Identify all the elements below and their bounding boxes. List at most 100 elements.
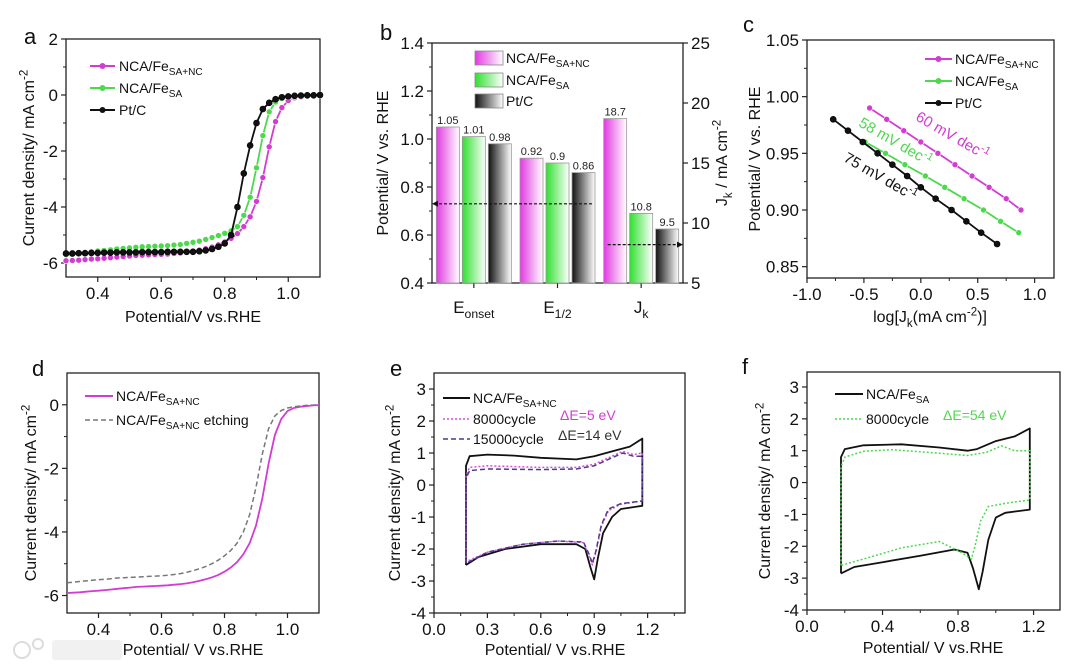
data-point [980,206,987,214]
data-point [259,105,267,113]
label-segment: SA+NC [166,397,200,408]
y-tick-label: -6 [43,254,58,273]
y2-tick-label: 25 [691,34,710,53]
data-point [1015,229,1023,236]
data-point [151,242,159,250]
series-line [66,404,320,594]
annotation: ΔE=5 eV [560,407,616,423]
data-point [259,174,267,181]
data-point [151,248,159,256]
data-point [69,257,76,264]
bar-value-label: 9.5 [660,217,675,229]
data-point [997,218,1004,225]
data-point [316,91,324,99]
label-segment: 1/2 [555,307,572,321]
data-point [183,248,190,256]
bar [519,157,544,284]
label-segment: 75 mV dec [841,149,912,200]
label-segment: ΔE=5 eV [560,407,616,423]
legend-label: 8000cycle [473,411,536,427]
x-tick-label: 0.0 [909,285,933,304]
label-segment: / mA cm [714,130,731,192]
label-segment: Potential/ V vs. RHE [375,91,392,236]
label-segment: ΔE=14 eV [558,427,622,443]
data-point [829,116,837,123]
label-segment: 8000cycle [473,411,536,427]
plot-frame [806,39,1055,279]
x-tick-label: 0.4 [86,284,110,303]
data-point [844,127,852,134]
data-point [265,143,273,151]
data-point [883,116,890,123]
label-segment: SA+NC [556,59,590,70]
data-point [100,249,108,256]
data-point [291,92,298,100]
x-tick-label: 0.9 [582,620,606,639]
data-point [234,203,241,211]
legend-label: NCA/FeSA+NC [506,50,590,70]
label-segment: SA [169,89,183,100]
data-point [94,255,102,263]
panel-b: b 0.4 0.6 0.8 1.0 1.2 1.4 Potential/ V vs. RHE N… [375,20,735,321]
bar-value-label: 0.86 [573,161,594,173]
x-tick-label: 0.8 [213,620,237,639]
label-segment: NCA/Fe [119,58,169,74]
legend-label: Pt/C [506,93,533,109]
y-tick-label: 1.05 [766,31,799,50]
y-tick-label: -4 [411,604,426,623]
bar [545,162,570,284]
panel-letter: d [32,356,44,381]
data-point [977,229,985,236]
y-tick-label: -2 [43,142,58,161]
label-segment: E [453,298,464,317]
bar-value-label: 0.98 [489,132,510,144]
x-tick-label: 1.0 [1023,285,1047,304]
data-point [903,172,911,180]
x-axis-label: Potential/ V vs.RHE [123,642,264,659]
data-point [81,256,89,263]
x-axis-label: Potential/ V vs.RHE [863,640,1004,657]
data-point [164,242,171,249]
label-segment: Current density/ mA cm [757,413,774,579]
data-point [113,249,121,256]
data-point [221,230,229,237]
y-tick-label: -1 [411,508,426,527]
data-point [901,161,909,168]
panel-e: e -4 -3 -2 -1 0 1 2 3 0.0 0.3 0.6 0.9 1.2 Potential/ V… [385,356,686,659]
label-segment: ΔE=54 eV [943,407,1007,423]
panel-letter: f [742,354,749,379]
data-point [859,138,867,146]
label-segment: Potential/V vs.RHE [125,309,261,326]
label-segment: Current density/ mA cm [21,80,38,246]
data-point [170,248,178,256]
data-point [272,118,279,125]
label-segment: Current density/ mA cm [23,415,40,581]
x-tick-label: 0.8 [213,284,237,303]
data-point [138,248,146,256]
y-tick-label: 0.85 [766,258,799,277]
series-line [840,427,1031,591]
y-tick-label: 0.6 [400,226,424,245]
series-line [66,404,320,584]
bar-value-label: 0.9 [550,151,565,163]
y-tick-label: 0.4 [400,274,424,293]
data-point [221,240,229,247]
y-axis-label: Current density/ mA cm-2 [21,405,40,582]
data-point [889,161,896,168]
data-point [227,231,235,239]
data-point [1017,206,1025,214]
x-tick-label: 0.6 [150,620,174,639]
data-point [81,249,89,257]
arrow-left-icon [432,200,438,207]
label-segment: NCA/Fe [506,50,556,66]
data-point [234,230,241,237]
data-point [922,172,929,180]
y-tick-label: -4 [43,198,58,217]
y-tick-label: 0 [50,396,59,415]
data-point [985,184,993,191]
label-segment: NCA/Fe [955,51,1005,67]
data-point [208,245,216,253]
plot-frame [806,371,1061,611]
legend-label: Pt/C [119,102,146,118]
data-point [62,250,70,257]
